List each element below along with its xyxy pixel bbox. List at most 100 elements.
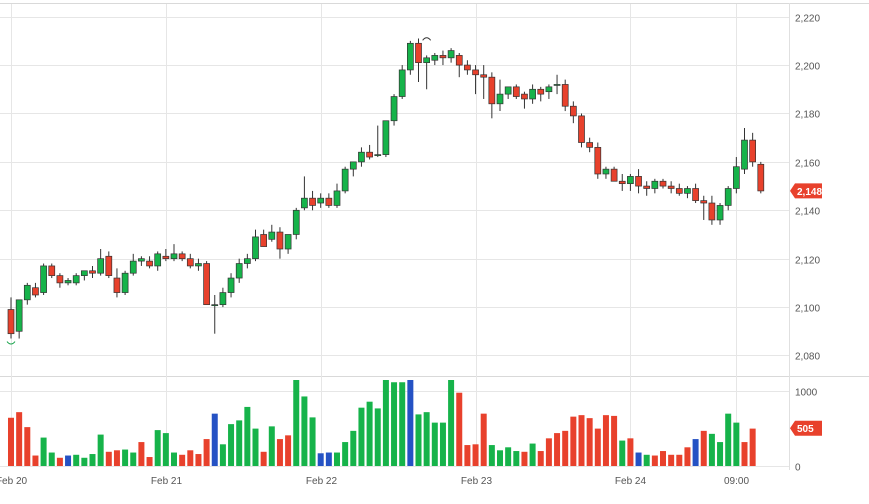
volume-bar xyxy=(749,428,756,466)
volume-bar xyxy=(399,382,406,466)
volume-bar xyxy=(276,439,283,466)
candle-body xyxy=(170,253,178,260)
time-tick-label: Feb 21 xyxy=(151,476,183,487)
candle-body xyxy=(105,255,113,276)
candle-body xyxy=(178,253,186,260)
volume-bar xyxy=(244,406,251,466)
volume-bar xyxy=(529,443,536,466)
volume-bar xyxy=(733,422,740,466)
volume-bar xyxy=(113,450,120,466)
volume-bar xyxy=(439,422,446,466)
candle-body xyxy=(301,197,308,209)
volume-bar xyxy=(89,454,96,466)
volume-bar xyxy=(602,415,609,466)
candle-body xyxy=(455,55,463,66)
volume-bar xyxy=(725,413,732,466)
candle-body xyxy=(692,188,699,201)
candles-layer xyxy=(7,38,765,339)
volume-bar xyxy=(651,455,658,466)
candle-body xyxy=(569,105,577,117)
candle-body xyxy=(732,166,740,189)
volume-bar xyxy=(472,444,479,466)
candle-body xyxy=(749,139,757,163)
price-tick-label: 2,160 xyxy=(795,159,820,170)
candle-body xyxy=(643,185,651,189)
candle-body xyxy=(154,253,162,267)
price-tick-label: 2,120 xyxy=(795,256,820,267)
time-tick-label: 09:00 xyxy=(724,476,749,487)
candle-body xyxy=(89,270,96,274)
volume-bar xyxy=(545,438,552,466)
current-volume-badge-bg xyxy=(790,420,822,436)
volume-bar xyxy=(391,382,398,466)
candle-body xyxy=(684,188,691,194)
candle-body xyxy=(407,42,414,71)
volume-bar xyxy=(268,426,275,466)
grid-lines xyxy=(0,3,869,470)
time-tick-label: Feb 20 xyxy=(0,476,28,487)
candle-body xyxy=(219,292,227,306)
volume-bar xyxy=(203,439,210,466)
volume-bar xyxy=(374,408,381,466)
price-tick-label: 2,180 xyxy=(795,110,820,121)
candle-body xyxy=(276,231,284,250)
candle-body xyxy=(635,176,642,187)
volume-bar xyxy=(252,428,259,466)
candle-body xyxy=(138,258,145,262)
current-price-badge-bg xyxy=(790,183,822,199)
candle-body xyxy=(708,202,716,221)
candle-body xyxy=(586,142,594,148)
volume-bar xyxy=(717,442,724,466)
candle-body xyxy=(235,263,243,279)
volume-axis: 0 1000 xyxy=(795,388,818,474)
volume-bar xyxy=(285,435,292,466)
candle-body xyxy=(341,168,349,192)
volume-bar xyxy=(594,428,601,466)
candle-body xyxy=(439,55,447,59)
volume-bar xyxy=(146,457,153,466)
price-axis: 2,080 2,100 2,120 2,140 2,160 2,180 2,200 2,220 xyxy=(795,14,820,363)
candle-body xyxy=(97,258,105,274)
candle-body xyxy=(80,270,88,276)
candle-body xyxy=(602,168,610,175)
candle-body xyxy=(162,255,170,260)
volume-bar xyxy=(611,415,618,466)
candle-body xyxy=(675,188,683,194)
volume-bar xyxy=(162,433,169,466)
volume-bar xyxy=(342,442,349,466)
candle-body xyxy=(390,96,398,122)
volume-bar xyxy=(350,430,357,466)
volume-bar xyxy=(334,452,340,466)
candle-body xyxy=(700,200,708,204)
candle-body xyxy=(56,275,64,284)
volume-bar xyxy=(65,455,72,466)
volume-bar xyxy=(586,418,593,466)
volume-bar xyxy=(73,454,80,466)
volume-bar xyxy=(741,442,748,466)
volume-layer xyxy=(8,380,756,466)
price-tick-label: 2,080 xyxy=(795,352,820,363)
volume-bar xyxy=(260,451,267,466)
extreme-markers xyxy=(6,37,432,345)
volume-bar xyxy=(537,451,544,466)
candle-body xyxy=(610,168,618,182)
current-volume-badge-label: 505 xyxy=(797,424,814,435)
volume-bar xyxy=(676,454,683,466)
candle-body xyxy=(64,280,72,284)
volume-bar xyxy=(464,445,471,466)
candle-body xyxy=(32,287,39,296)
candle-body xyxy=(667,185,675,189)
volume-bar xyxy=(407,380,414,466)
candle-body xyxy=(284,234,292,250)
candle-body xyxy=(472,69,479,76)
candle-body xyxy=(374,154,382,156)
volume-bar xyxy=(138,442,145,466)
candle-body xyxy=(146,260,153,267)
volume-bar xyxy=(32,455,39,466)
volume-bar xyxy=(219,444,226,466)
volume-bar xyxy=(16,412,23,466)
volume-bar xyxy=(497,450,503,466)
time-tick-label: Feb 23 xyxy=(461,476,493,487)
candle-body xyxy=(325,197,333,206)
